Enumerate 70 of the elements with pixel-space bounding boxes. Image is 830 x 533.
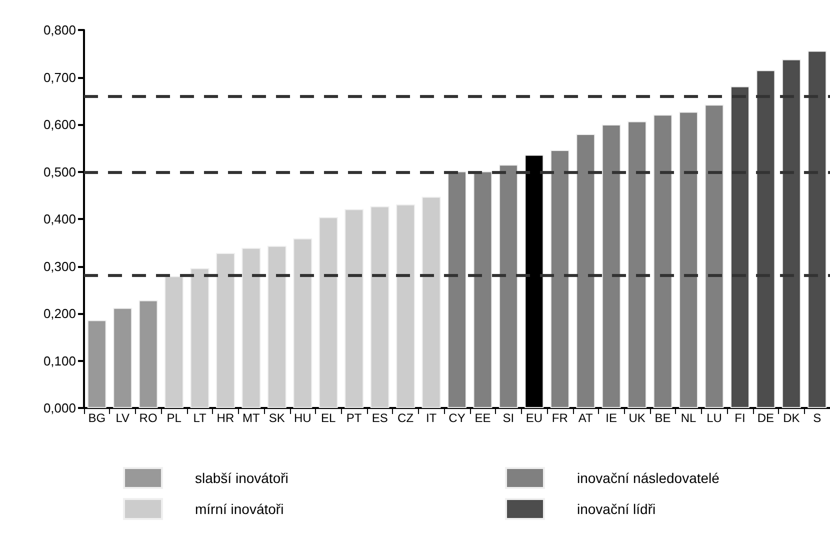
bar [216, 253, 235, 408]
y-tick-label: 0,700 [43, 70, 76, 85]
x-tick-label: RO [139, 411, 158, 425]
y-tick-label: 0,100 [43, 353, 76, 368]
bar [422, 196, 441, 408]
bar [293, 238, 312, 408]
x-tick-label: LV [116, 411, 130, 425]
bar [756, 70, 776, 408]
x-tick-label: EE [474, 411, 491, 425]
y-tick-label: 0,600 [43, 117, 76, 132]
bar [370, 206, 390, 408]
bar [602, 124, 621, 408]
x-tick-label: PL [166, 411, 182, 425]
x-tick-label: HR [216, 411, 234, 425]
bar [576, 134, 596, 408]
x-tick-label: UK [628, 411, 646, 425]
legend-label: inovační lídři [577, 501, 656, 517]
x-tick-label: EU [526, 411, 543, 425]
x-tick-label: BG [88, 411, 106, 425]
x-tick-label: SI [502, 411, 514, 425]
bar [344, 209, 364, 408]
x-tick-label: NL [680, 411, 697, 425]
x-tick-label: FI [734, 411, 746, 425]
bar [782, 59, 801, 408]
x-tick-label: DE [757, 411, 774, 425]
bar [242, 248, 261, 408]
legend-label: mírní inovátoři [195, 501, 284, 517]
bar [550, 150, 570, 408]
x-tick-label: IT [426, 411, 438, 425]
x-tick-label: AT [578, 411, 594, 425]
bar [164, 276, 184, 408]
x-tick-label: SK [268, 411, 285, 425]
x-tick-label: S [813, 411, 822, 425]
bar [396, 204, 416, 408]
x-tick-label: CY [448, 411, 466, 425]
bar [87, 320, 106, 408]
bar [679, 112, 698, 408]
x-tick-label: CZ [398, 411, 414, 425]
bar [267, 246, 286, 408]
x-tick-label: PT [346, 411, 362, 425]
y-tick-label: 0,800 [43, 22, 76, 38]
y-tick-label: 0,000 [43, 400, 76, 416]
bar [448, 171, 466, 408]
y-tick-label: 0,300 [43, 258, 76, 274]
y-tick-label: 0,500 [43, 164, 76, 180]
y-tick-label: 0,400 [43, 212, 76, 226]
bar [138, 300, 158, 408]
x-tick-label: IE [606, 411, 618, 425]
x-tick-label: HU [294, 411, 312, 425]
bar [653, 114, 672, 408]
bar [704, 104, 724, 408]
x-tick-label: FR [552, 411, 568, 425]
bar [190, 268, 210, 408]
x-tick-label: BE [654, 411, 671, 425]
y-tick-label: 0,200 [43, 306, 76, 321]
x-tick-label: EL [321, 411, 336, 425]
bar [113, 308, 132, 408]
x-tick-label: MT [242, 411, 261, 425]
legend-label: inovační následovatelé [577, 470, 720, 486]
bar [318, 217, 338, 408]
x-tick-label: LT [193, 411, 207, 425]
bar [473, 171, 492, 408]
x-tick-label: DK [783, 411, 800, 425]
legend-label: slabší inovátoři [195, 470, 288, 486]
bar [730, 86, 750, 408]
x-tick-label: LU [706, 411, 722, 425]
bar [808, 50, 827, 408]
bar [498, 164, 518, 408]
x-tick-label: ES [372, 411, 388, 425]
bar [628, 121, 647, 408]
